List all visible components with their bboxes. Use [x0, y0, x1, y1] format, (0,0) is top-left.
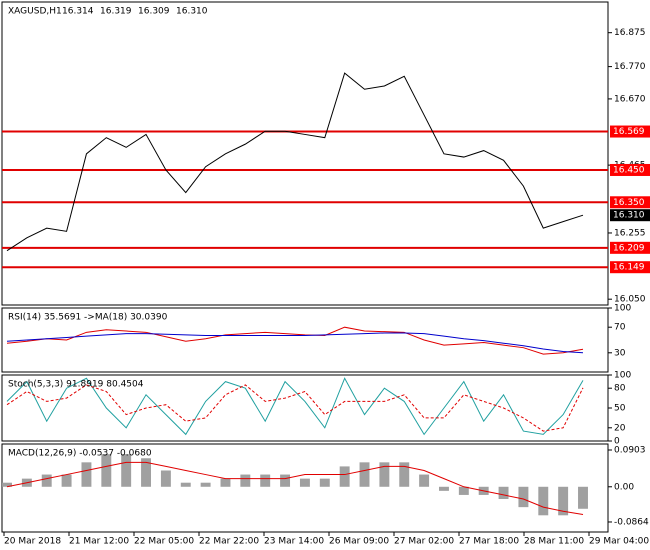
- histogram-bar: [558, 486, 569, 516]
- histogram-bar: [121, 454, 132, 487]
- ohlc-value: 16.310: [176, 7, 208, 17]
- pane-frame: [1, 307, 609, 373]
- price-label: 16.310: [613, 211, 645, 221]
- histogram-bar: [61, 474, 72, 487]
- histogram-bar: [240, 474, 251, 487]
- x-tick-label: 22 Mar 22:00: [199, 537, 259, 547]
- y-tick-label: 16.770: [614, 62, 646, 72]
- histogram-bar: [220, 478, 231, 487]
- x-tick-label: 29 Mar 04:00: [589, 537, 649, 547]
- series-line: [6, 72, 584, 252]
- histogram-bar: [359, 462, 370, 487]
- level-tag: [610, 163, 650, 176]
- histogram-bar: [101, 454, 112, 487]
- histogram-bar: [518, 486, 529, 508]
- x-tick-label: 20 Mar 2018: [4, 537, 61, 547]
- histogram-bar: [578, 486, 588, 509]
- series-line: [6, 384, 584, 432]
- histogram-bar: [458, 486, 469, 495]
- level-label: 16.569: [613, 127, 645, 137]
- y-tick-label: 50: [614, 404, 626, 414]
- pane-title: RSI(14) 35.5691 ->MA(18) 30.0390: [8, 313, 168, 323]
- y-tick-label: 20: [614, 423, 626, 433]
- y-tick-label: 16.670: [614, 94, 646, 104]
- y-tick-label: 70: [614, 323, 626, 333]
- y-tick-label: 100: [614, 371, 631, 381]
- histogram-bar: [439, 486, 449, 491]
- price-tag: [610, 209, 650, 222]
- level-tag: [610, 261, 650, 274]
- histogram-bar: [160, 470, 171, 487]
- level-label: 16.450: [613, 165, 645, 175]
- histogram-bar: [379, 462, 390, 487]
- histogram-bar: [538, 486, 549, 516]
- x-tick-label: 22 Mar 05:00: [134, 537, 194, 547]
- y-tick-label: 80: [614, 384, 626, 394]
- y-tick-label: 100: [614, 304, 631, 314]
- level-tag: [610, 241, 650, 254]
- y-tick-label: -0.0864: [614, 517, 649, 527]
- series-line: [6, 377, 584, 436]
- y-tick-label: 16.875: [614, 28, 646, 38]
- pane-title: Stoch(5,3,3) 91.8919 80.4504: [8, 380, 144, 390]
- pane-title: XAGUSD,H1: [8, 7, 62, 17]
- histogram-bar: [399, 462, 410, 487]
- histogram-bar: [2, 482, 12, 487]
- series-line: [6, 461, 584, 515]
- histogram-bar: [339, 466, 350, 487]
- histogram-bar: [41, 474, 52, 487]
- series-line: [6, 326, 584, 355]
- histogram-bar: [141, 458, 151, 487]
- histogram-bar: [200, 482, 211, 487]
- x-tick-label: 21 Mar 12:00: [69, 537, 129, 547]
- level-label: 16.149: [613, 263, 645, 273]
- y-tick-label: 16.255: [614, 228, 646, 238]
- series-line: [6, 332, 584, 354]
- x-tick-label: 26 Mar 09:00: [329, 537, 389, 547]
- x-tick-label: 27 Mar 18:00: [459, 537, 519, 547]
- x-tick-label: 23 Mar 14:00: [264, 537, 324, 547]
- level-label: 16.209: [613, 243, 645, 253]
- y-tick-label: 0.00: [614, 482, 634, 492]
- histogram-bar: [81, 462, 92, 487]
- y-tick-label: 30: [614, 348, 626, 358]
- histogram-bar: [280, 474, 291, 487]
- histogram-bar: [419, 474, 430, 487]
- histogram-bar: [319, 478, 330, 487]
- histogram-bar: [299, 478, 310, 487]
- ohlc-value: 16.319: [100, 7, 132, 17]
- pane-frame: [1, 1, 609, 306]
- x-tick-label: 28 Mar 11:00: [524, 537, 584, 547]
- ohlc-value: 16.309: [138, 7, 170, 17]
- ohlc-value: 16.314: [62, 7, 94, 17]
- y-tick-label: 0.0903: [614, 445, 646, 455]
- histogram-bar: [260, 474, 271, 487]
- x-tick-label: 27 Mar 02:00: [394, 537, 454, 547]
- y-tick-label: 16.050: [614, 295, 646, 305]
- histogram-bar: [180, 482, 191, 487]
- pane-frame: [1, 443, 609, 533]
- y-tick-label: 0: [614, 437, 620, 447]
- pane-title: MACD(12,26,9) -0.0537 -0.0680: [8, 449, 152, 459]
- histogram-bar: [498, 486, 509, 499]
- level-label: 16.350: [613, 198, 645, 208]
- level-tag: [610, 196, 650, 209]
- level-tag: [610, 125, 650, 138]
